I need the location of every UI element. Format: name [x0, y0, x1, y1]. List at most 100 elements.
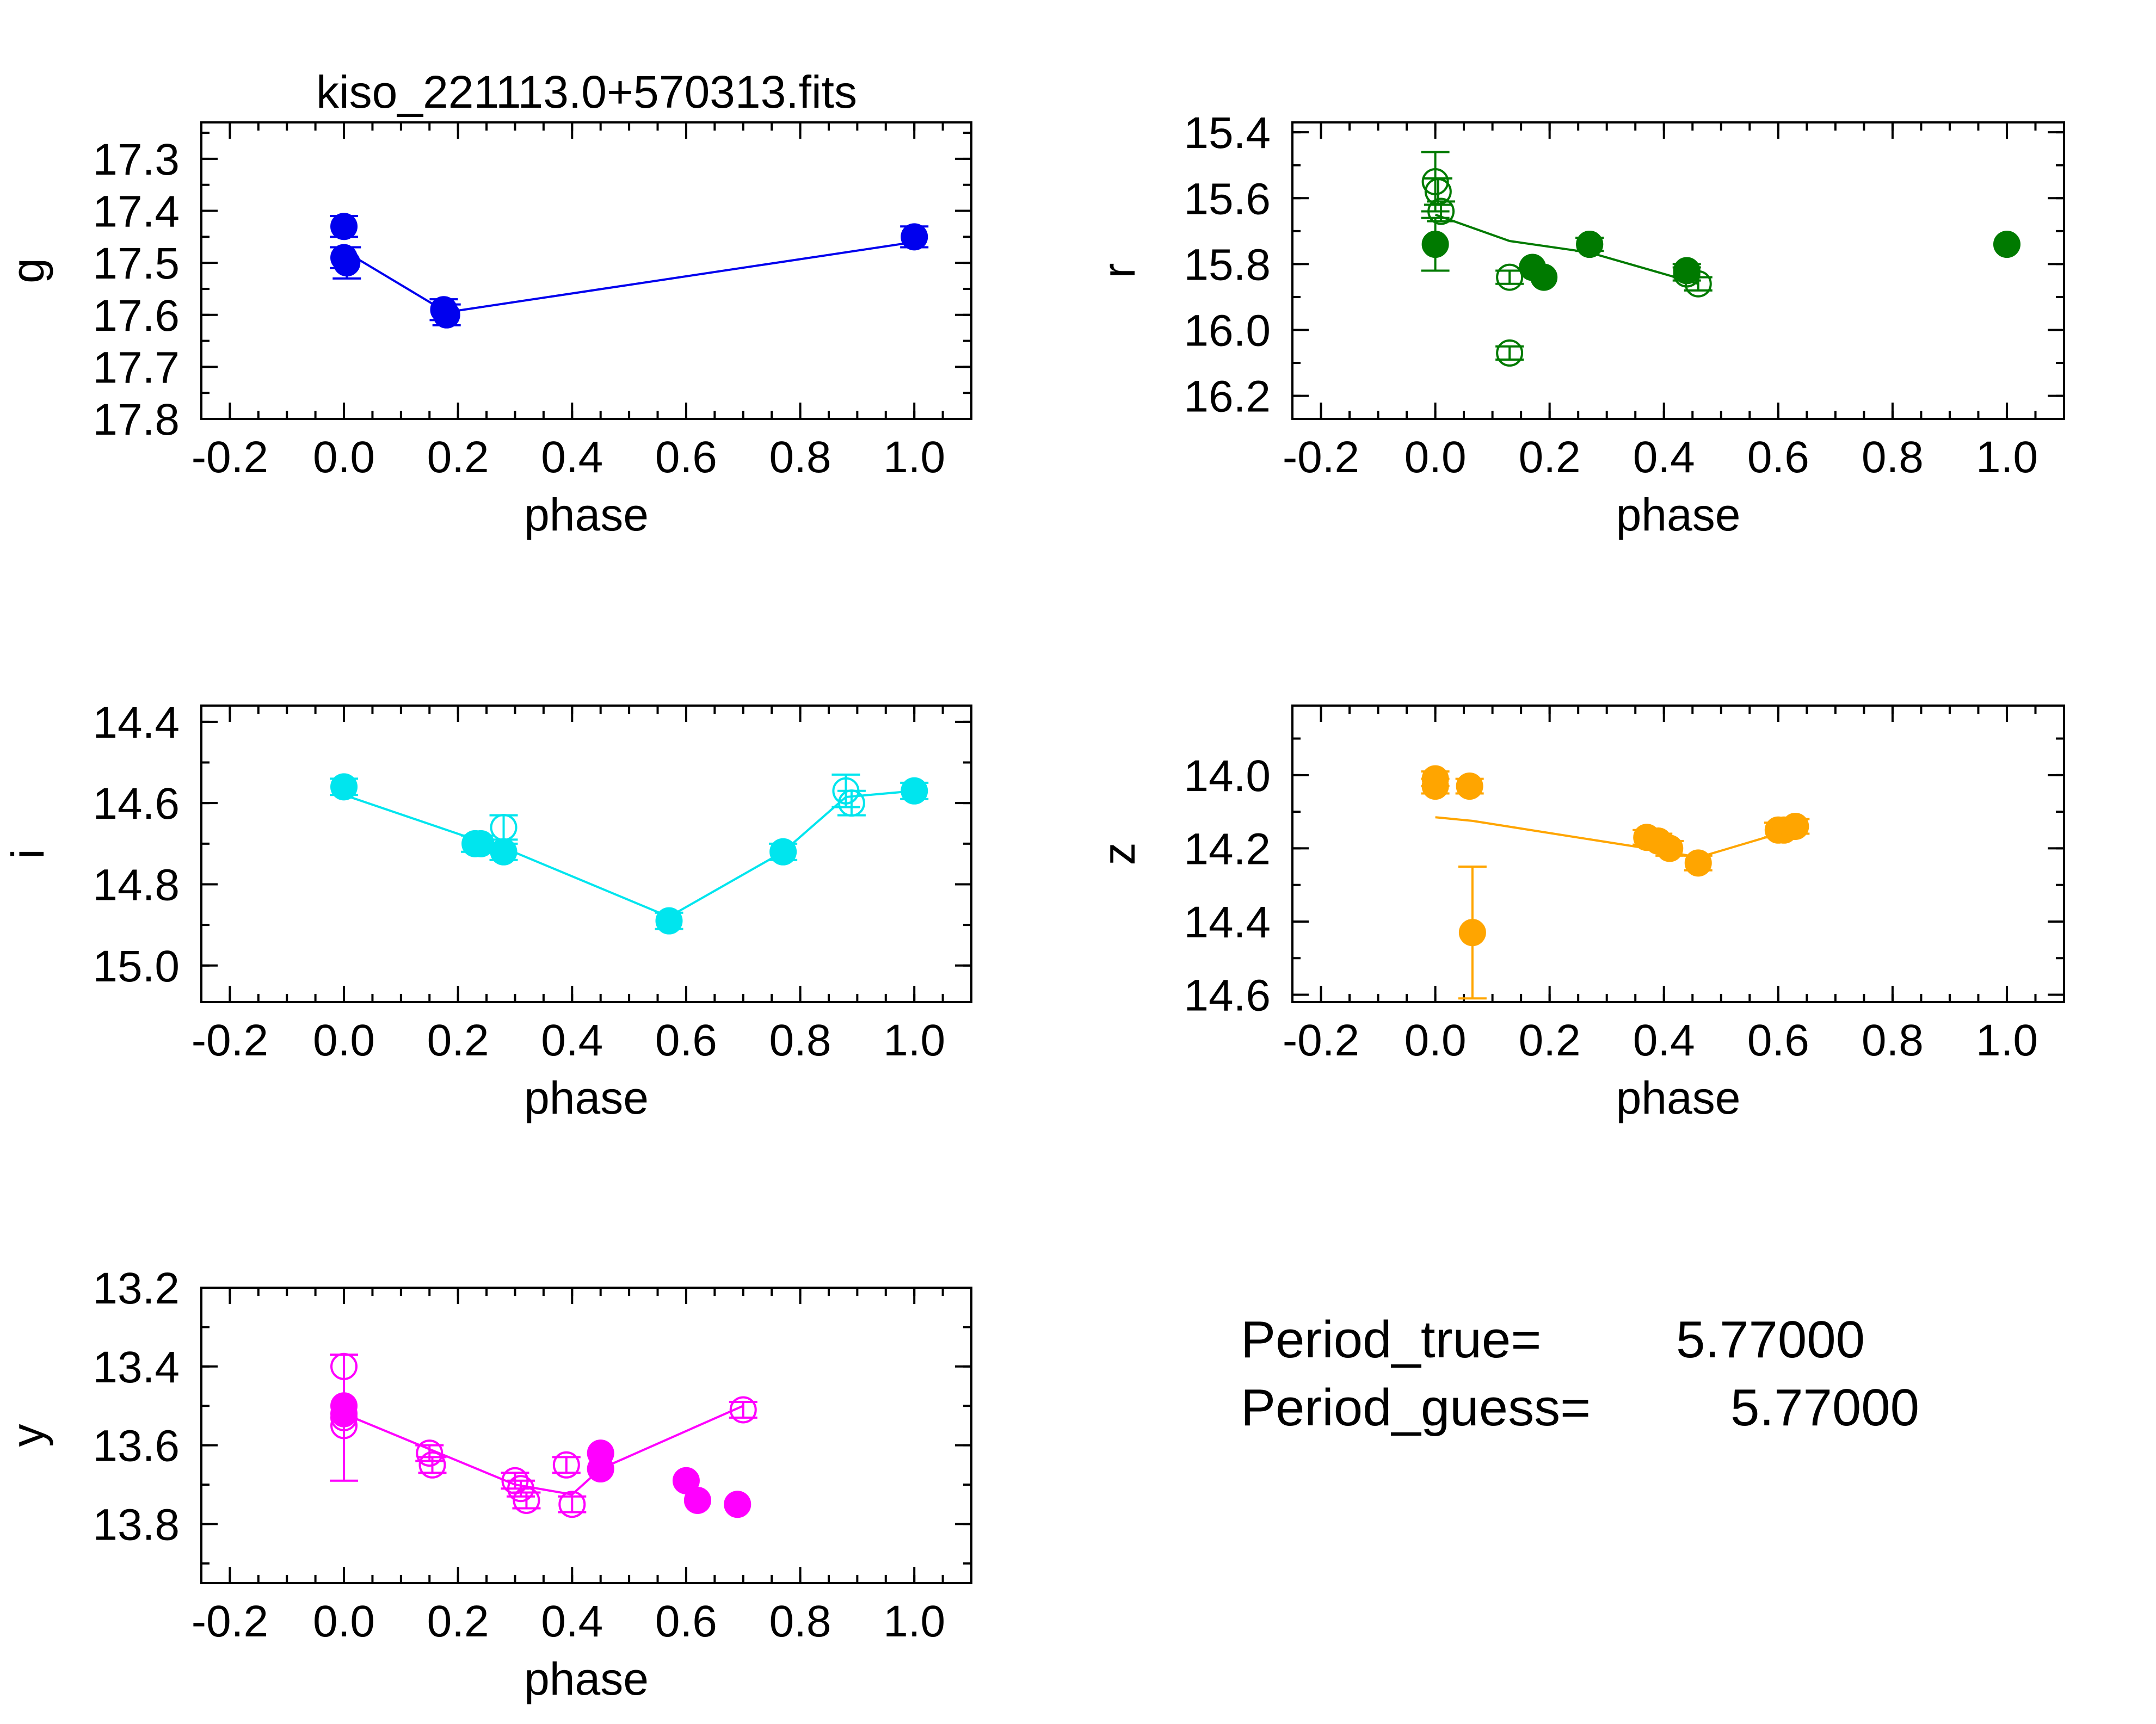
x-tick-label: 0.4 [541, 1016, 603, 1065]
y-tick-label: 13.4 [93, 1343, 180, 1392]
data-point-filled-i [901, 777, 928, 805]
x-axis-label: phase [524, 1072, 649, 1123]
y-tick-label: 17.3 [93, 135, 180, 184]
x-tick-label: 0.2 [1519, 432, 1581, 482]
x-tick-label: -0.2 [192, 1597, 268, 1646]
plot-frame-z [1291, 705, 2065, 1003]
y-axis-label: z [1093, 843, 1144, 866]
data-point-filled-z [1684, 849, 1712, 877]
x-tick-label: 0.0 [313, 1016, 375, 1065]
data-point-open-y [513, 1486, 540, 1514]
x-tick-label: 1.0 [1976, 1016, 2038, 1065]
data-point-open-r [1421, 168, 1449, 195]
y-tick-label: 17.8 [93, 395, 180, 444]
x-tick-label: 0.6 [1747, 432, 1809, 482]
data-point-filled-r [1421, 231, 1449, 258]
x-tick-label: 0.4 [541, 432, 603, 482]
x-tick-label: 0.4 [541, 1597, 603, 1646]
x-tick-label: 0.8 [769, 432, 831, 482]
x-axis-label: phase [524, 489, 649, 540]
plot-frame-i [200, 705, 972, 1003]
data-point-filled-g [433, 301, 460, 329]
panel-r: -0.2 0.0 0.2 0.4 0.6 0.8 1.0 15.4 15.6 15.8 16.0 16… [1093, 108, 2065, 540]
y-axis-label: r [1093, 263, 1144, 279]
y-tick-label: 13.8 [93, 1500, 180, 1549]
y-tick-label: 15.4 [1184, 108, 1271, 158]
y-axis-label: i [2, 849, 53, 859]
data-point-filled-z [1421, 773, 1449, 800]
series-line-y [343, 1405, 744, 1496]
data-point-open-y [558, 1491, 586, 1518]
y-tick-label: 15.8 [1184, 240, 1271, 289]
x-tick-label: 0.0 [313, 432, 375, 482]
data-point-filled-z [1456, 773, 1483, 800]
y-axis-label: g [2, 258, 53, 283]
figure-title: kiso_221113.0+570313.fits [316, 66, 857, 118]
x-tick-label: 0.6 [655, 1016, 717, 1065]
y-tick-label: 16.2 [1184, 372, 1271, 422]
x-axis-label: phase [1616, 1072, 1741, 1123]
data-point-filled-r [1530, 263, 1558, 291]
panel-y: -0.2 0.0 0.2 0.4 0.6 0.8 1.0 13.2 13.4 13.6 13.8 ph… [2, 1264, 972, 1704]
data-point-open-y [729, 1396, 757, 1424]
x-tick-label: -0.2 [1283, 1016, 1359, 1065]
data-point-filled-i [490, 838, 518, 866]
x-tick-label: 0.8 [1862, 432, 1924, 482]
data-point-filled-r [1576, 231, 1604, 258]
y-tick-label: 15.0 [93, 942, 180, 991]
x-tick-label: 0.0 [1405, 432, 1467, 482]
period-guess-label: Period_guess= [1241, 1379, 1591, 1437]
y-axis-label: y [2, 1424, 53, 1447]
x-tick-label: 0.0 [313, 1597, 375, 1646]
data-point-filled-g [901, 223, 928, 251]
data-point-filled-y [587, 1455, 614, 1483]
x-tick-label: 0.2 [427, 1016, 489, 1065]
data-point-open-y [552, 1451, 580, 1479]
data-point-open-r [1427, 197, 1455, 225]
y-tick-label: 14.2 [1184, 824, 1271, 874]
series-line-r [1434, 213, 1699, 285]
series-line-z [1435, 816, 1796, 859]
panel-z: -0.2 0.0 0.2 0.4 0.6 0.8 1.0 14.0 14.2 14.4 14.6 ph… [1093, 705, 2065, 1123]
x-axis-label: phase [1616, 489, 1741, 540]
period-true-value: 5.77000 [1676, 1311, 1865, 1369]
data-point-filled-z [1782, 813, 1809, 841]
data-point-open-r [1496, 339, 1524, 367]
data-point-filled-y [724, 1491, 751, 1518]
data-point-filled-g [330, 213, 358, 240]
data-point-open-i [837, 789, 865, 817]
data-point-open-r [1424, 178, 1452, 206]
data-point-filled-r [1993, 231, 2021, 258]
y-tick-label: 17.5 [93, 239, 180, 288]
x-tick-label: 0.4 [1633, 1016, 1695, 1065]
panel-i: -0.2 0.0 0.2 0.4 0.6 0.8 1.0 14.4 14.6 14.8 15.0 ph… [2, 698, 972, 1123]
plot-frame-r [1291, 121, 2065, 420]
panel-g: -0.2 0.0 0.2 0.4 0.6 0.8 1.017.317.417.517.617… [2, 121, 972, 540]
data-point-filled-y [683, 1486, 711, 1514]
plot-frame-y [200, 1287, 972, 1584]
x-tick-label: 0.2 [427, 432, 489, 482]
data-point-filled-i [769, 838, 797, 866]
x-tick-label: 0.8 [769, 1597, 831, 1646]
data-point-filled-z [1458, 919, 1486, 947]
x-tick-label: 0.6 [655, 432, 717, 482]
x-tick-label: 0.2 [427, 1597, 489, 1646]
plot-frame-g [200, 121, 972, 420]
x-tick-label: 0.2 [1519, 1016, 1581, 1065]
x-tick-label: -0.2 [1283, 432, 1359, 482]
x-tick-label: 0.8 [769, 1016, 831, 1065]
period-true-label: Period_true= [1241, 1311, 1541, 1369]
period-guess-value: 5.77000 [1730, 1379, 1919, 1437]
data-point-filled-z [1656, 835, 1684, 862]
y-tick-label: 14.0 [1184, 751, 1271, 801]
data-point-open-r [1496, 263, 1524, 291]
period-info: Period_true= 5.77000 Period_guess= 5.770… [1241, 1311, 1919, 1437]
x-tick-label: -0.2 [192, 1016, 268, 1065]
x-tick-label: 1.0 [1976, 432, 2038, 482]
y-tick-label: 14.4 [93, 698, 180, 747]
data-point-filled-y [330, 1400, 358, 1428]
data-point-open-y [507, 1475, 534, 1503]
x-tick-label: 0.6 [655, 1597, 717, 1646]
x-axis-label: phase [524, 1653, 649, 1704]
